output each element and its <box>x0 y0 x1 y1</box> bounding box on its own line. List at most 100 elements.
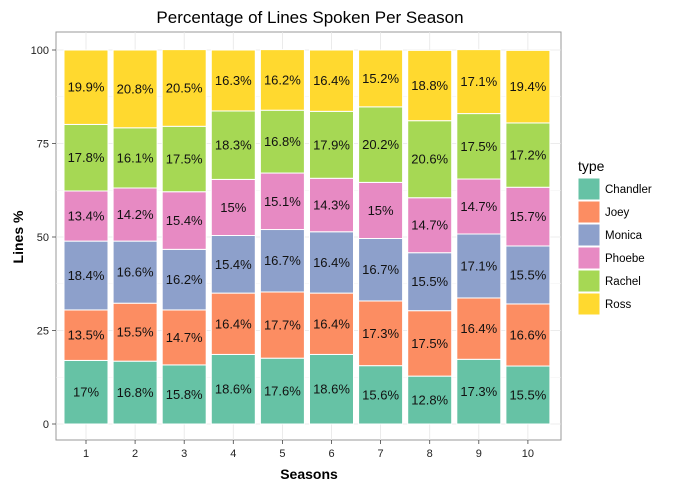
legend-label-rachel: Rachel <box>605 276 641 288</box>
bar-segment-monica <box>63 240 109 311</box>
data-label-rachel: 17.5% <box>166 152 203 167</box>
bar-segment-rachel <box>112 127 158 189</box>
data-label-chandler: 15.5% <box>509 388 546 403</box>
x-tick-label: 10 <box>522 448 534 460</box>
bar-segment-rachel <box>309 110 354 179</box>
legend: type Chandler Joey Monica Phoebe Rachel Ross <box>577 158 652 316</box>
data-label-rachel: 17.2% <box>509 148 546 163</box>
x-tick-label: 2 <box>132 448 138 460</box>
data-label-rachel: 20.6% <box>411 152 448 167</box>
data-label-ross: 19.4% <box>509 79 546 94</box>
data-label-joey: 17.7% <box>264 318 301 333</box>
legend-label-joey: Joey <box>605 207 630 219</box>
x-tick-label: 9 <box>476 448 482 460</box>
x-tick-label: 6 <box>328 448 334 460</box>
bar-segment-ross <box>63 49 109 125</box>
bar-segment-phoebe <box>407 197 453 254</box>
bar-segment-ross <box>407 49 453 122</box>
data-label-chandler: 15.6% <box>362 387 399 402</box>
bar-segment-joey <box>456 297 502 360</box>
data-label-ross: 19.9% <box>68 80 105 95</box>
data-label-monica: 16.4% <box>313 255 350 270</box>
bar-segment-phoebe <box>358 181 404 239</box>
data-label-rachel: 16.8% <box>264 134 301 149</box>
x-tick-label: 5 <box>279 448 285 460</box>
bar-segment-monica <box>259 229 305 293</box>
bar-segment-phoebe <box>259 172 305 231</box>
data-label-monica: 15.4% <box>215 257 252 272</box>
y-axis-title: Lines % <box>10 210 26 263</box>
data-label-joey: 13.5% <box>68 328 105 343</box>
data-label-chandler: 17.3% <box>460 384 497 399</box>
data-label-joey: 16.6% <box>509 327 546 342</box>
data-label-phoebe: 14.7% <box>411 218 448 233</box>
data-label-joey: 16.4% <box>313 316 350 331</box>
bar-segment-ross <box>161 49 207 127</box>
bar-segment-monica <box>161 248 207 311</box>
bar-segment-ross <box>456 49 502 115</box>
data-label-ross: 17.1% <box>460 74 497 89</box>
legend-title: type <box>578 158 605 174</box>
chart-title: Percentage of Lines Spoken Per Season <box>156 8 463 27</box>
data-label-ross: 20.8% <box>117 81 154 96</box>
bar-segment-joey <box>505 303 551 367</box>
bar-segment-joey <box>259 291 305 359</box>
bar-segment-rachel <box>161 125 207 193</box>
legend-key-joey <box>577 200 601 224</box>
legend-key-chandler <box>577 177 601 201</box>
data-label-rachel: 17.8% <box>68 150 105 165</box>
data-label-joey: 15.5% <box>117 325 154 340</box>
bar-segment-chandler <box>407 375 453 425</box>
bar-segment-phoebe <box>309 177 354 233</box>
legend-key-rachel <box>577 269 601 293</box>
data-label-rachel: 18.3% <box>215 138 252 153</box>
data-label-joey: 14.7% <box>166 330 203 345</box>
data-label-chandler: 16.8% <box>117 385 154 400</box>
y-tick-label: 0 <box>43 419 49 431</box>
bar-segment-joey <box>63 309 109 361</box>
x-tick-label: 7 <box>378 448 384 460</box>
y-axis: 0 25 50 75 100 <box>31 45 56 431</box>
y-tick-label: 50 <box>37 232 49 244</box>
data-label-ross: 20.5% <box>166 80 203 95</box>
bar-segment-phoebe <box>112 187 158 242</box>
y-tick-label: 100 <box>31 45 49 57</box>
bar-segment-chandler <box>505 365 551 425</box>
bar-segment-ross <box>505 49 551 124</box>
data-label-chandler: 12.8% <box>411 393 448 408</box>
bar-segment-phoebe <box>210 178 256 237</box>
x-tick-label: 8 <box>427 448 433 460</box>
bar-segment-monica <box>456 233 502 299</box>
legend-key-phoebe <box>577 246 601 270</box>
bar-segment-phoebe <box>63 190 109 242</box>
data-label-phoebe: 15.7% <box>509 209 546 224</box>
data-label-phoebe: 15% <box>368 203 394 218</box>
data-label-rachel: 16.1% <box>117 150 154 165</box>
x-tick-label: 4 <box>230 448 236 460</box>
data-label-chandler: 18.6% <box>313 382 350 397</box>
bar-segment-rachel <box>358 106 404 183</box>
data-label-rachel: 20.2% <box>362 137 399 152</box>
data-label-chandler: 18.6% <box>215 382 252 397</box>
legend-label-chandler: Chandler <box>605 184 652 196</box>
data-label-monica: 15.5% <box>411 274 448 289</box>
data-label-chandler: 15.8% <box>166 387 203 402</box>
data-label-joey: 16.4% <box>460 321 497 336</box>
data-label-phoebe: 15.1% <box>264 194 301 209</box>
data-label-joey: 17.3% <box>362 326 399 341</box>
data-label-ross: 16.2% <box>264 72 301 87</box>
legend-key-monica <box>577 223 601 247</box>
data-label-rachel: 17.9% <box>313 137 350 152</box>
bar-segment-chandler <box>259 357 305 425</box>
data-label-phoebe: 13.4% <box>68 209 105 224</box>
data-label-monica: 15.5% <box>509 267 546 282</box>
legend-label-ross: Ross <box>605 299 631 311</box>
bar-segment-rachel <box>407 120 453 199</box>
bar-segment-ross <box>358 49 404 108</box>
x-axis: 1 2 3 4 5 6 7 8 9 10 <box>83 440 534 460</box>
data-label-phoebe: 15% <box>220 200 246 215</box>
bar-segment-phoebe <box>161 191 207 250</box>
data-label-ross: 16.3% <box>215 73 252 88</box>
bar-segment-monica <box>407 252 453 312</box>
